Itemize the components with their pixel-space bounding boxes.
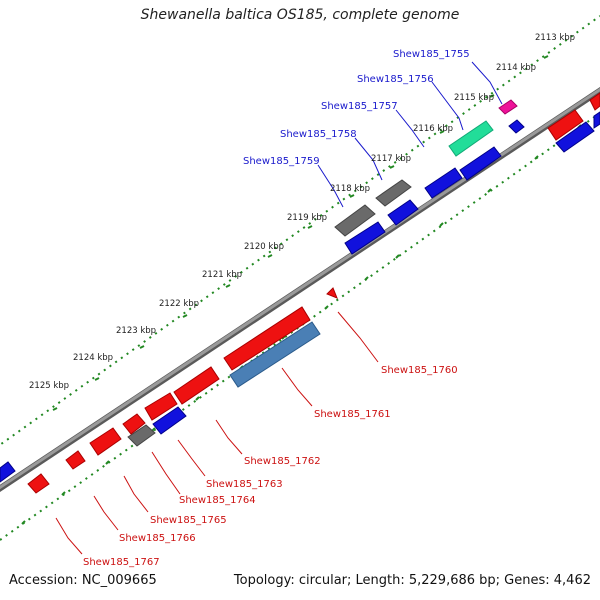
gene-label[interactable]: Shew185_1760 [381,365,458,376]
scale-label: 2115 kbp [454,93,494,103]
outer-tick-track [0,15,600,447]
gene-label[interactable]: Shew185_1759 [243,156,320,167]
scale-label: 2122 kbp [159,299,199,309]
gene-label[interactable]: Shew185_1756 [357,74,434,85]
scale-label: 2124 kbp [73,353,113,363]
genome-backbone [0,87,600,492]
gene-blue-1[interactable] [508,119,525,134]
gene-label[interactable]: Shew185_1764 [179,495,256,506]
gene-blue-4[interactable] [387,199,419,226]
gene-shew185-1759[interactable] [334,204,376,237]
gene-label[interactable]: Shew185_1762 [244,456,321,467]
genome-summary-text: Topology: circular; Length: 5,229,686 bp… [233,573,591,588]
scale-label: 2123 kbp [116,326,156,336]
scale-labels: 2113 kbp 2114 kbp 2115 kbp 2116 kbp 2117… [29,33,575,391]
gene-label[interactable]: Shew185_1761 [314,409,391,420]
gene-blue-3[interactable] [424,167,463,199]
outer-major-ticks [52,55,549,411]
gene-shew185-1756[interactable] [448,120,494,157]
red-genes [27,92,600,494]
gene-red-b[interactable] [65,450,86,470]
scale-label: 2116 kbp [413,124,453,134]
gene-label[interactable]: Shew185_1758 [280,129,357,140]
gene-label[interactable]: Shew185_1766 [119,533,196,544]
gene-label[interactable]: Shew185_1755 [393,49,470,60]
gene-shew185-1766[interactable] [89,427,122,456]
minus-label-leaders [55,311,379,555]
scale-label: 2121 kbp [202,270,242,280]
gene-blue-6[interactable] [152,406,187,435]
scale-label: 2120 kbp [244,242,284,252]
scale-label: 2117 kbp [371,154,411,164]
gene-blue-5[interactable] [344,221,386,255]
gene-shew185-1755[interactable] [498,99,518,115]
accession-text: Accession: NC_009665 [9,573,157,588]
gene-label[interactable]: Shew185_1767 [83,557,160,568]
gene-shew185-1760[interactable] [326,287,338,299]
blue-genes [0,111,600,483]
scale-label: 2125 kbp [29,381,69,391]
gene-blue-9[interactable] [593,111,600,129]
gene-red-c[interactable] [547,109,584,141]
gene-shew185-1758[interactable] [375,179,412,207]
page-title: Shewanella baltica OS185, complete genom… [140,7,460,23]
gene-red-a[interactable] [122,413,146,435]
gene-shew185-1763[interactable] [173,366,220,405]
gene-blue-8[interactable] [0,461,16,483]
gene-shew185-1767[interactable] [27,473,50,494]
gene-shew185-1761[interactable] [229,321,321,388]
gene-blue-7[interactable] [555,121,595,153]
gene-shew185-1762[interactable] [223,306,311,371]
scale-label: 2118 kbp [330,184,370,194]
minus-gene-labels: Shew185_1760 Shew185_1761 Shew185_1762 S… [83,365,458,568]
gene-blue-2[interactable] [459,146,502,181]
scale-label: 2114 kbp [496,63,536,73]
gene-label[interactable]: Shew185_1763 [206,479,283,490]
scale-label: 2119 kbp [287,213,327,223]
gene-red-d[interactable] [589,92,600,111]
plus-gene-labels: Shew185_1755 Shew185_1756 Shew185_1757 S… [243,49,470,167]
gene-label[interactable]: Shew185_1757 [321,101,398,112]
gene-shew185-1764[interactable] [127,424,156,447]
scale-label: 2113 kbp [535,33,575,43]
gene-shew185-1765[interactable] [144,392,178,421]
plus-label-leaders [317,61,503,208]
plus-strand-genes [127,99,518,447]
gene-label[interactable]: Shew185_1765 [150,515,227,526]
